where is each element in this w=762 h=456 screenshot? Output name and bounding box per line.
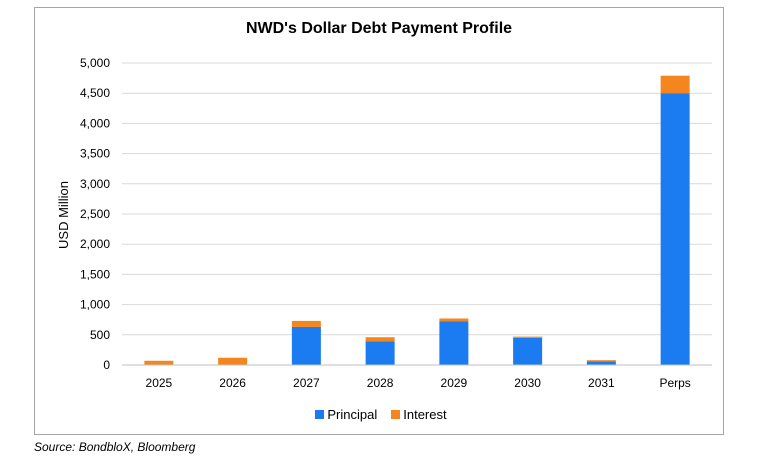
- legend-label-interest: Interest: [403, 407, 447, 422]
- bar-interest-2030: [513, 336, 543, 338]
- y-tick-label: 3,000: [80, 177, 110, 191]
- legend-item-principal: Principal: [315, 407, 377, 422]
- y-tick-label: 4,500: [80, 86, 110, 100]
- bar-principal-2028: [365, 341, 395, 365]
- y-tick-label: 2,000: [80, 237, 110, 251]
- x-tick-label: 2030: [514, 376, 541, 390]
- y-axis-label: USD Million: [56, 181, 71, 249]
- y-tick-label: 1,500: [80, 267, 110, 281]
- bar-principal-perps: [660, 93, 690, 365]
- bar-principal-2031: [586, 361, 616, 365]
- legend: Principal Interest: [0, 407, 762, 422]
- bar-interest-2028: [365, 337, 395, 342]
- bar-interest-perps: [660, 75, 690, 94]
- legend-swatch-interest: [391, 410, 401, 419]
- y-axis-ticks: 0 500 1,000 1,500 2,000 2,500 3,000 3,500 4,000 4…: [80, 56, 110, 372]
- bar-principal-2029: [439, 321, 469, 365]
- y-tick-label: 1,000: [80, 298, 110, 312]
- y-tick-label: 500: [90, 328, 110, 342]
- x-tick-label: Perps: [659, 376, 690, 390]
- y-tick-label: 0: [103, 358, 110, 372]
- y-tick-label: 2,500: [80, 207, 110, 221]
- bar-principal-2030: [513, 337, 543, 365]
- y-tick-label: 4,000: [80, 116, 110, 130]
- x-tick-label: 2029: [441, 376, 468, 390]
- x-tick-label: 2031: [588, 376, 615, 390]
- x-axis-ticks: 2025 2026 2027 2028 2029 2030 2031 Perps: [146, 376, 691, 390]
- x-tick-label: 2025: [146, 376, 173, 390]
- bar-interest-2029: [439, 318, 469, 322]
- source-note: Source: BondbloX, Bloomberg: [34, 440, 196, 454]
- legend-swatch-principal: [315, 410, 325, 419]
- bars: [144, 75, 690, 365]
- x-tick-label: 2026: [219, 376, 246, 390]
- legend-item-interest: Interest: [391, 407, 447, 422]
- bar-interest-2031: [586, 360, 616, 362]
- x-tick-label: 2028: [367, 376, 394, 390]
- legend-label-principal: Principal: [327, 407, 378, 422]
- gridlines: [122, 62, 712, 336]
- bar-principal-2027: [291, 326, 321, 365]
- chart-title: NWD's Dollar Debt Payment Profile: [245, 20, 513, 37]
- x-tick-label: 2027: [293, 376, 320, 390]
- bar-interest-2027: [291, 320, 321, 327]
- y-tick-label: 5,000: [80, 56, 110, 70]
- bar-interest-2026: [218, 357, 248, 365]
- y-tick-label: 3,500: [80, 147, 110, 161]
- bar-interest-2025: [144, 360, 174, 365]
